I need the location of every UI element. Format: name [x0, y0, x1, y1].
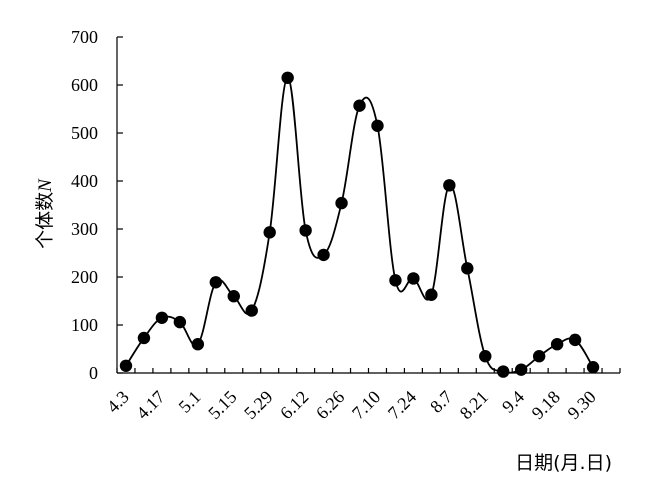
data-point [191, 338, 205, 351]
x-tick-label: 5.1 [175, 387, 205, 417]
x-tick-label: 8.7 [426, 387, 456, 417]
series-line [125, 76, 594, 374]
data-point [514, 363, 528, 376]
data-point [479, 350, 492, 363]
x-tick-label: 4.3 [103, 387, 133, 417]
y-tick-label: 700 [71, 27, 98, 47]
y-axis-ticks: 0 100 200 300 400 500 600 700 [71, 27, 123, 383]
x-axis-title: 日期(月.日) [515, 452, 612, 474]
x-tick-label: 9.4 [498, 387, 528, 417]
data-point [245, 304, 258, 317]
x-tick-label: 5.29 [240, 387, 276, 423]
x-axis-ticks: 4.3 4.17 5.1 5.15 5.29 6.12 6.26 7.10 7.24 8.7 8.2… [103, 368, 621, 423]
data-point [586, 361, 600, 374]
data-point [137, 331, 151, 345]
data-point [497, 365, 510, 378]
data-point [209, 276, 223, 289]
data-point [263, 226, 276, 239]
y-tick-label: 300 [71, 219, 98, 239]
x-tick-label: 5.15 [204, 387, 240, 423]
data-point [389, 274, 402, 287]
x-tick-label: 7.24 [384, 387, 420, 423]
x-tick-label: 6.12 [276, 387, 312, 423]
x-tick-label: 9.18 [528, 387, 564, 423]
y-tick-label: 500 [71, 123, 98, 143]
data-point [532, 350, 546, 363]
chart-axes [116, 37, 620, 374]
data-point [173, 315, 187, 329]
x-tick-label: 7.10 [348, 387, 384, 423]
data-point [227, 290, 240, 303]
x-tick-label: 6.26 [312, 387, 348, 423]
data-point [155, 311, 169, 324]
y-tick-label: 600 [71, 75, 98, 95]
data-point [317, 248, 330, 262]
y-tick-label: 0 [89, 363, 98, 383]
data-point [353, 99, 366, 112]
data-point [443, 179, 456, 192]
y-tick-label: 200 [71, 267, 98, 287]
data-point [425, 288, 438, 301]
x-tick-label: 4.17 [132, 387, 168, 423]
data-point [550, 338, 564, 351]
data-points [119, 71, 600, 378]
x-tick-label: 8.21 [456, 387, 492, 423]
data-point [371, 119, 384, 132]
x-tick-label: 9.30 [563, 387, 599, 423]
data-point [119, 359, 133, 372]
y-tick-label: 100 [71, 315, 98, 335]
data-point [281, 71, 294, 85]
data-point [299, 224, 312, 237]
y-axis-title: 个体数N [34, 178, 56, 249]
data-point [461, 262, 474, 275]
data-point [407, 272, 420, 285]
data-point [568, 333, 582, 347]
data-point [335, 196, 348, 210]
y-tick-label: 400 [71, 171, 98, 191]
